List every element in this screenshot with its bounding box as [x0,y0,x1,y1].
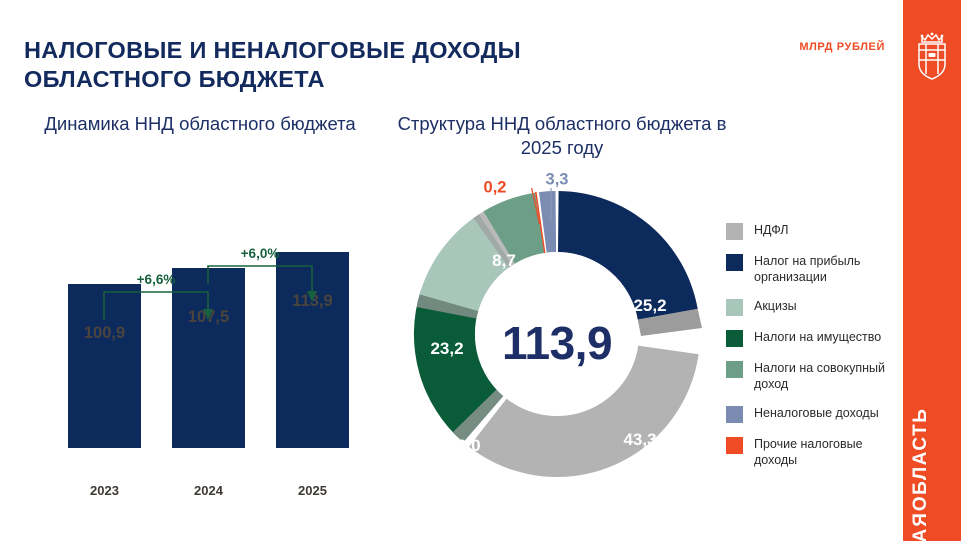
donut-edge-2 [452,389,504,443]
page-title: НАЛОГОВЫЕ И НЕНАЛОГОВЫЕ ДОХОДЫ ОБЛАСТНОГ… [24,37,521,92]
legend-swatch-profit-tax [726,254,743,271]
legend-label-profit-tax: Налог на прибыль организации [754,254,861,284]
donut-label-property-tax: 10,0 [447,436,481,455]
donut-label-non-tax-income: 3,3 [545,170,569,189]
bar-chart-title: Динамика ННД областного бюджета [44,113,356,134]
donut-label-ndfl: 43,3 [623,430,657,449]
legend-swatch-non-tax-income [726,406,743,423]
donut-slice-aggregate-income-tax [483,192,545,264]
legend-label-ndfl: НДФЛ [754,223,789,237]
legend-label-excise: Акцизы [754,299,797,313]
legend-item-excise[interactable]: Акцизы [726,298,894,316]
donut-chart-panel: Структура ННД областного бюджета в 2025 … [392,112,732,512]
growth-label-2023-2024: +6,6% [136,272,176,287]
legend-item-profit-tax[interactable]: Налог на прибыль организации [726,253,894,285]
growth-label-2024-2025: +6,0% [240,246,280,261]
units-label: МЛРД РУБЛЕЙ [799,41,885,53]
legend-swatch-other-tax-income [726,437,743,454]
brand-wordmark: ОМСКАЯОБЛАСТЬ [910,408,932,541]
bar-year-2024: 2024 [194,483,223,498]
donut-label-excise: 23,2 [430,339,464,358]
bar-chart-plot: 100,9 107,5 113,9 2023 2024 2025 +6,6% +… [20,192,380,512]
donut-edge-4 [473,211,515,268]
donut-chart-plot: 113,9 25,2 43,3 10,0 23,2 8,7 3,3 0,2 [392,171,722,498]
legend-label-aggregate-income-tax: Налоги на совокупный доход [754,361,885,391]
donut-slice-non-tax-income [539,191,557,253]
bar-chart-panel: Динамика ННД областного бюджета 100,9 10… [20,112,380,512]
legend-label-other-tax-income: Прочие налоговые доходы [754,437,863,467]
donut-label-other-tax-income: 0,2 [483,178,507,197]
donut-center-value: 113,9 [501,317,613,369]
donut-label-profit-tax: 25,2 [633,296,667,315]
legend-label-non-tax-income: Неналоговые доходы [754,406,879,420]
legend-item-aggregate-income-tax[interactable]: Налоги на совокупный доход [726,360,894,392]
donut-slice-ndfl [469,345,699,478]
legend-swatch-property-tax [726,330,743,347]
legend-item-property-tax[interactable]: Налоги на имущество [726,329,894,347]
donut-slice-property-tax [413,291,504,443]
bar-value-2025: 113,9 [292,292,333,310]
growth-connector-2023-2024 [103,265,317,320]
donut-edge-3 [416,294,479,319]
donut-chart-title: Структура ННД областного бюджета в 2025 … [397,113,727,159]
donut-legend: НДФЛ Налог на прибыль организации Акцизы… [726,222,894,481]
donut-edge-1 [637,308,702,336]
bar-year-2025: 2025 [298,483,327,498]
brand-rail: ОМСКАЯОБЛАСТЬ [903,0,961,541]
legend-swatch-aggregate-income-tax [726,361,743,378]
legend-item-non-tax-income[interactable]: Неналоговые доходы [726,405,894,423]
legend-label-property-tax: Налоги на имущество [754,330,882,344]
donut-hole [475,252,639,416]
donut-svg [413,173,702,478]
legend-item-ndfl[interactable]: НДФЛ [726,222,894,240]
donut-label-aggregate-income-tax: 8,7 [492,251,516,270]
coat-of-arms-icon [918,32,946,80]
bar-year-2023: 2023 [90,483,119,498]
brand-wordmark-oblast: ОБЛАСТЬ [910,407,931,512]
brand-wordmark-omsk: ОМСКАЯ [910,511,931,541]
bar-value-2023: 100,9 [83,324,126,342]
legend-swatch-ndfl [726,223,743,240]
legend-item-other-tax-income[interactable]: Прочие налоговые доходы [726,436,894,468]
donut-slice-profit-tax [558,191,698,320]
legend-swatch-excise [726,299,743,316]
